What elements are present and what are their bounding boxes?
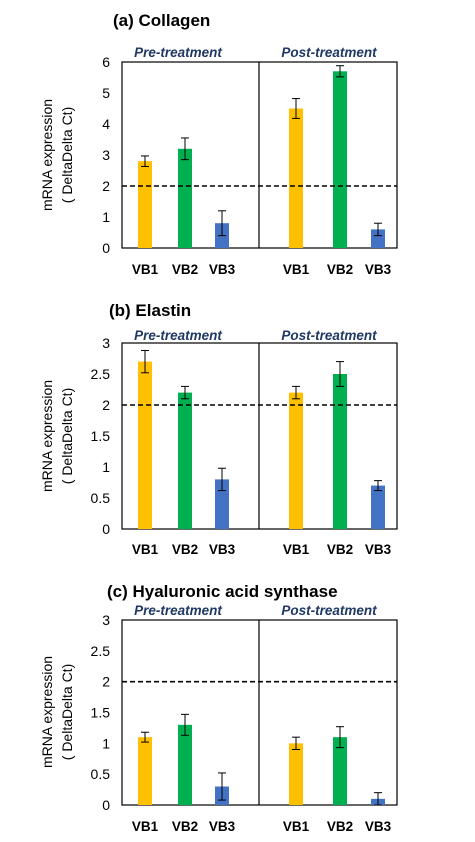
bar-vb2 [333,737,347,805]
y-tick-label: 5 [102,85,110,101]
y-tick-label: 0.5 [91,766,111,782]
x-tick-label: VB2 [172,262,198,277]
x-tick-label: VB2 [172,542,198,557]
section-label-pre: Pre-treatment [134,328,222,343]
y-tick-label: 0 [102,797,110,813]
y-tick-label: 2 [102,674,110,690]
y-axis-label: mRNA expression [39,99,55,211]
y-tick-label: 1 [102,209,110,225]
y-tick-label: 2 [102,397,110,413]
x-tick-label: VB3 [365,262,392,277]
y-tick-label: 1 [102,459,110,475]
y-tick-label: 3 [102,147,110,163]
x-tick-label: VB2 [172,819,198,834]
x-tick-label: VB3 [209,819,236,834]
chart-panel-3: (c) Hyaluronic acid synthase mRNA express… [39,582,398,834]
section-label-pre: Pre-treatment [134,45,222,60]
y-tick-label: 3 [102,612,110,628]
y-tick-label: 0 [102,240,110,256]
x-tick-label: VB1 [283,262,310,277]
y-tick-label: 1 [102,735,110,751]
y-tick-label: 1.5 [91,705,111,721]
section-label-post: Post-treatment [281,328,377,343]
y-tick-label: 6 [102,54,110,70]
section-label-post: Post-treatment [281,603,377,618]
y-tick-label: 1.5 [91,428,111,444]
y-tick-label: 2.5 [91,643,111,659]
x-tick-label: VB1 [283,542,310,557]
y-axis-label: mRNA expression [39,656,55,768]
bar-vb1 [289,392,303,529]
y-tick-label: 2.5 [91,366,111,382]
x-tick-label: VB1 [132,819,159,834]
bar-vb1 [289,108,303,248]
x-tick-label: VB3 [365,819,392,834]
chart-panel-2: (b) Elastin mRNA expression( DeltaDelta C… [39,301,398,557]
chart-title: (a) Collagen [113,11,210,30]
y-axis-label-units: ( DeltaDelta Ct) [59,107,75,203]
y-tick-label: 0.5 [91,490,111,506]
bar-vb2 [178,148,192,248]
bar-vb3 [371,485,385,529]
bar-vb2 [333,71,347,248]
x-tick-label: VB1 [132,542,159,557]
y-axis-label-units: ( DeltaDelta Ct) [59,664,75,760]
x-tick-label: VB3 [209,262,236,277]
x-tick-label: VB3 [209,542,236,557]
bar-vb3 [215,479,229,529]
y-tick-label: 0 [102,521,110,537]
bar-vb2 [178,392,192,529]
section-label-pre: Pre-treatment [134,603,222,618]
bar-vb1 [138,737,152,805]
chart-title: (b) Elastin [109,301,191,320]
bar-vb2 [333,374,347,529]
section-label-post: Post-treatment [281,45,377,60]
y-tick-label: 2 [102,178,110,194]
x-tick-label: VB2 [327,262,353,277]
y-tick-label: 3 [102,335,110,351]
bar-vb1 [289,743,303,805]
x-tick-label: VB1 [132,262,159,277]
chart-title: (c) Hyaluronic acid synthase [107,582,338,601]
y-axis-label: mRNA expression [39,380,55,492]
x-tick-label: VB3 [365,542,392,557]
bar-vb2 [178,724,192,805]
x-tick-label: VB2 [327,542,353,557]
x-tick-label: VB2 [327,819,353,834]
bar-vb3 [371,229,385,248]
y-axis-label-units: ( DeltaDelta Ct) [59,388,75,484]
bar-vb1 [138,161,152,248]
bar-vb1 [138,361,152,529]
chart-panel-1: (a) Collagen mRNA expression( DeltaDelta … [39,11,398,277]
x-tick-label: VB1 [283,819,310,834]
y-tick-label: 4 [102,116,110,132]
